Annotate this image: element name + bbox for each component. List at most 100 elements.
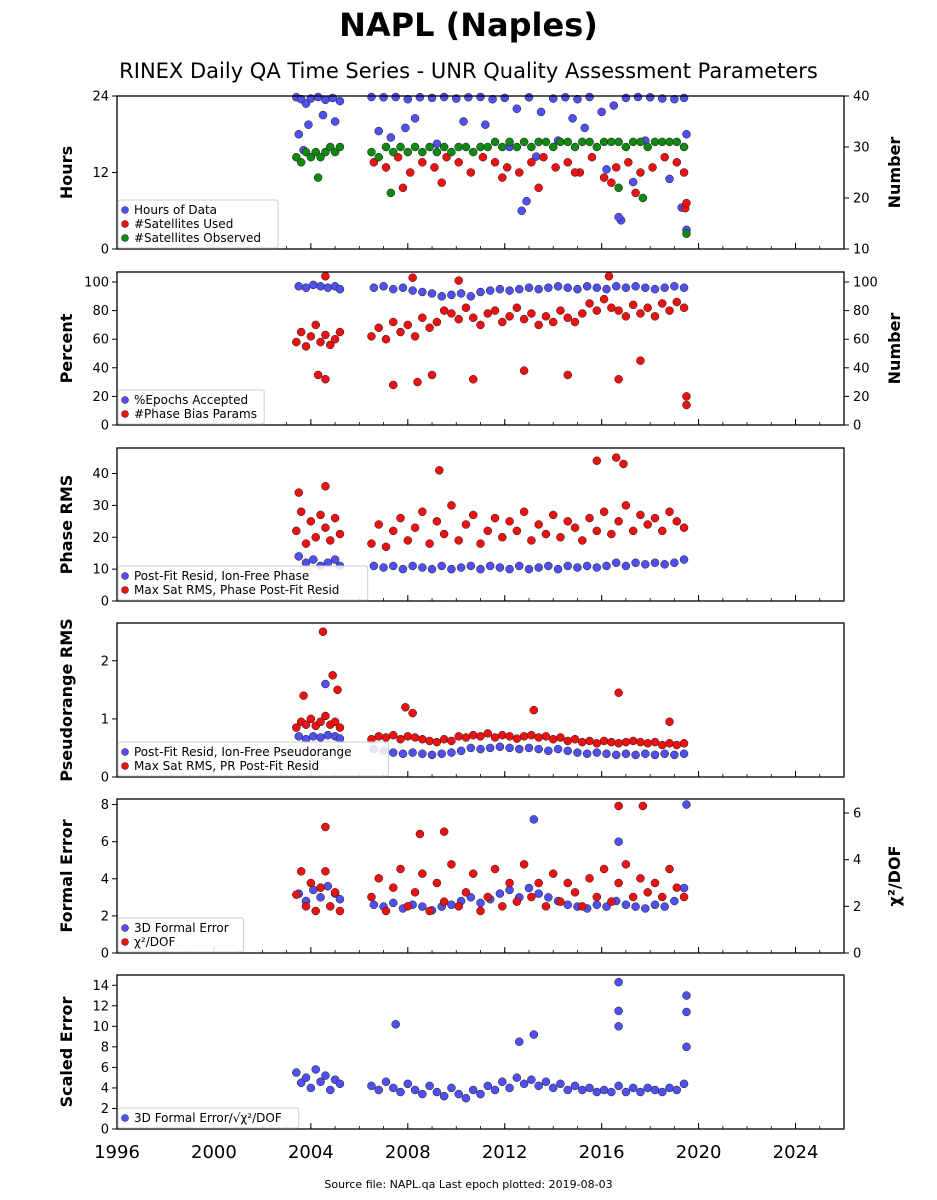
y-right-tick-label: 0: [853, 419, 861, 434]
data-point: [534, 744, 543, 754]
data-point: [563, 736, 572, 746]
data-point: [464, 93, 473, 102]
data-point: [607, 137, 616, 147]
data-point: [665, 717, 674, 727]
data-point: [563, 370, 572, 380]
data-point: [607, 303, 616, 312]
data-point: [386, 133, 396, 142]
data-point: [454, 732, 463, 741]
data-point: [410, 888, 420, 897]
data-point: [389, 1083, 398, 1093]
data-point: [621, 860, 631, 869]
data-point: [611, 282, 621, 291]
legend-box: [117, 565, 369, 601]
data-point: [488, 94, 497, 104]
data-point: [544, 893, 553, 902]
data-point: [534, 520, 543, 529]
data-point: [461, 1093, 471, 1103]
data-point: [602, 165, 611, 174]
data-point: [658, 137, 667, 147]
legend-label: Post-Fit Resid, Ion-Free Phase: [134, 569, 309, 583]
data-point: [374, 874, 383, 883]
data-point: [660, 560, 669, 569]
data-point: [498, 730, 507, 740]
data-point: [425, 736, 434, 746]
data-point: [607, 529, 616, 539]
data-point: [478, 152, 488, 162]
data-point: [398, 564, 408, 574]
data-point: [553, 744, 563, 754]
data-point: [330, 117, 340, 126]
data-point: [515, 561, 524, 571]
data-point: [679, 749, 689, 759]
data-point: [679, 523, 689, 532]
data-point: [582, 749, 592, 759]
legend-label: #Satellites Observed: [134, 231, 261, 245]
data-point: [631, 558, 640, 567]
data-point: [621, 737, 631, 747]
data-point: [432, 317, 442, 327]
y-tick-label: 10: [92, 1020, 109, 1035]
figure-footer: Source file: NAPL.qa Last epoch plotted:…: [324, 1178, 612, 1191]
data-point: [515, 1037, 524, 1046]
data-point: [614, 306, 623, 315]
data-point: [316, 510, 325, 520]
data-point: [628, 736, 638, 746]
y-tick-label: 0: [101, 243, 109, 258]
data-point: [418, 147, 427, 157]
data-point: [679, 883, 689, 893]
data-point: [682, 800, 691, 809]
y-right-tick-label: 100: [853, 276, 878, 291]
data-point: [628, 892, 638, 902]
data-point: [527, 158, 536, 167]
data-point: [369, 561, 379, 571]
data-point: [539, 152, 548, 162]
data-point: [330, 888, 340, 897]
data-point: [292, 890, 301, 899]
data-point: [599, 864, 609, 874]
data-point: [439, 142, 449, 152]
data-point: [381, 733, 391, 742]
data-point: [628, 137, 638, 147]
data-point: [410, 523, 420, 532]
data-point: [498, 173, 507, 182]
data-point: [519, 137, 529, 147]
data-point: [544, 561, 553, 571]
data-point: [490, 137, 500, 147]
data-point: [316, 1077, 325, 1087]
plot-frame: [116, 271, 845, 426]
data-point: [614, 517, 623, 526]
data-point: [490, 1085, 500, 1095]
data-point: [607, 1087, 616, 1097]
data-point: [578, 309, 587, 318]
data-point: [456, 746, 466, 756]
data-point: [401, 703, 410, 712]
data-point: [512, 897, 522, 906]
data-point: [614, 1006, 623, 1016]
data-point: [401, 123, 410, 133]
y-right-axis-label: χ²/DOF: [885, 846, 904, 907]
data-point: [650, 284, 660, 294]
y-right-tick-label: 40: [853, 90, 870, 105]
data-point: [396, 734, 405, 744]
y-tick-label: 80: [92, 304, 109, 319]
data-point: [439, 827, 449, 836]
data-point: [468, 147, 478, 157]
data-point: [427, 370, 437, 380]
data-point: [599, 173, 609, 182]
data-point: [396, 1087, 405, 1097]
data-point: [379, 282, 388, 291]
data-point: [461, 303, 471, 312]
data-point: [592, 892, 602, 902]
data-point: [561, 93, 570, 102]
data-point: [556, 533, 565, 542]
y-tick-label: 2: [101, 654, 109, 669]
legend-box: [117, 741, 389, 777]
data-point: [505, 878, 514, 888]
data-point: [454, 276, 463, 285]
data-point: [515, 168, 524, 177]
data-point: [476, 92, 485, 102]
data-point: [321, 272, 330, 281]
